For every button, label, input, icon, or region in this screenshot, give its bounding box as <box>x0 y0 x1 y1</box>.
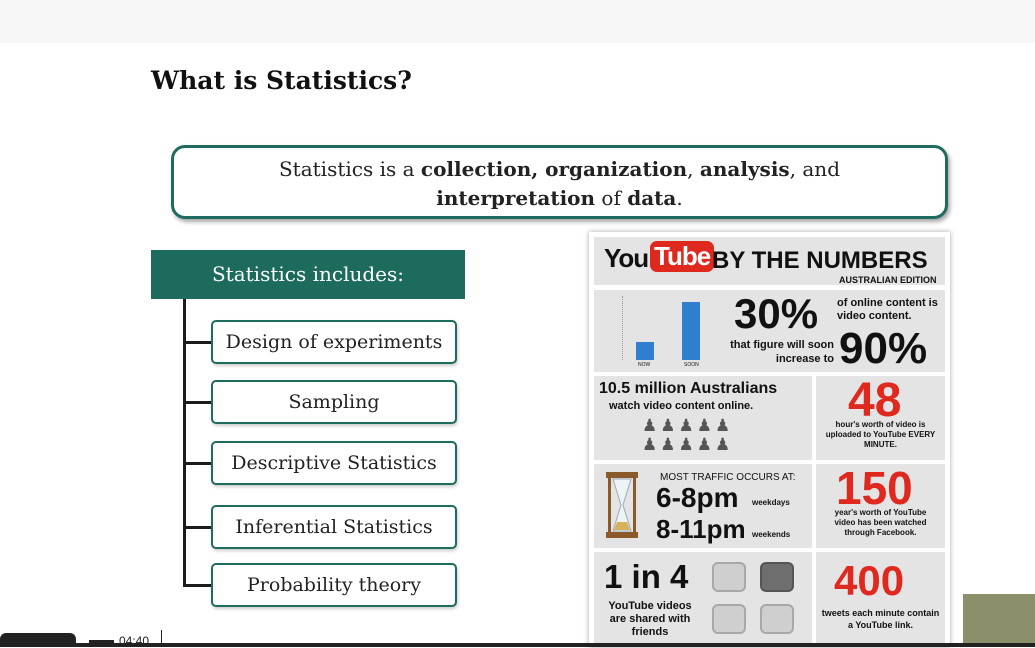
stat-400: 400 <box>834 557 905 604</box>
stat-48: 48 <box>848 374 902 427</box>
stat-increase-text: that figure will soon increase to <box>730 339 834 365</box>
slide-title: What is Statistics? <box>151 66 412 95</box>
video-timecode: 04:40 <box>119 634 150 648</box>
definition-bold: interpretation <box>436 186 596 210</box>
webcam-thumbnail[interactable] <box>963 594 1035 644</box>
stat-400-text: tweets each minute contain a YouTube lin… <box>821 608 940 630</box>
bar-soon <box>682 302 700 360</box>
infographic-headline: BY THE NUMBERS <box>712 247 928 274</box>
list-item: Design of experiments <box>211 320 457 364</box>
stat-shared-text: YouTube videos are shared with friends <box>608 600 692 638</box>
infographic-edition: AUSTRALIAN EDITION <box>839 275 937 285</box>
tree-branch <box>183 526 213 529</box>
includes-heading: Statistics includes: <box>151 250 465 299</box>
stat-panel-australians: 10.5 million Australians watch video con… <box>594 376 812 460</box>
youtube-logo-you: You <box>604 243 649 273</box>
chart-axis <box>622 296 624 360</box>
stat-panel-150-years: 150 year's worth of YouTube video has be… <box>816 462 945 548</box>
infographic-header: You Tube BY THE NUMBERS AUSTRALIAN EDITI… <box>594 237 945 285</box>
traffic-label-weekdays: weekdays <box>752 498 790 507</box>
definition-text: Statistics is a <box>278 157 421 181</box>
tv-icon <box>760 604 794 634</box>
stat-panel-shared: 1 in 4 YouTube videos are shared with fr… <box>594 552 812 647</box>
definition-text: . <box>676 186 683 210</box>
list-item: Sampling <box>211 380 457 424</box>
progress-marker <box>89 640 114 643</box>
definition-bold: collection, organization <box>420 157 688 181</box>
tree-connector <box>183 299 186 586</box>
stat-30-percent: 30% <box>734 290 819 337</box>
list-item: Inferential Statistics <box>211 505 457 549</box>
people-icon: ♟♟♟♟♟ ♟♟♟♟♟ <box>642 416 734 454</box>
definition-bold: data <box>627 186 677 210</box>
tv-icon <box>712 562 746 592</box>
hourglass-icon <box>606 472 638 538</box>
definition-text: , <box>687 157 700 181</box>
tv-icon <box>760 562 794 592</box>
bar-label: SOON <box>684 362 699 368</box>
traffic-label-weekends: weekends <box>752 530 791 539</box>
traffic-time-weekdays: 6-8pm <box>656 482 739 513</box>
tree-branch <box>183 584 213 587</box>
definition-text: , and <box>789 157 840 181</box>
tv-icon <box>712 604 746 634</box>
bar-now <box>636 342 654 360</box>
stat-30-text: of online content is video content. <box>837 297 938 322</box>
tree-branch <box>183 462 213 465</box>
tree-branch <box>183 341 213 344</box>
stat-panel-48-hours: 48 hour's worth of video is uploaded to … <box>816 374 945 460</box>
traffic-time-weekends: 8-11pm <box>656 514 746 544</box>
progress-tick <box>161 630 162 644</box>
tree-branch <box>183 401 213 404</box>
list-item: Descriptive Statistics <box>211 441 457 485</box>
list-item: Probability theory <box>211 563 457 607</box>
stat-90-percent: 90% <box>839 324 928 373</box>
stat-150: 150 <box>836 462 913 514</box>
definition-box: Statistics is a collection, organization… <box>171 145 948 219</box>
stat-panel-video-content: NOW SOON 30% of online content is video … <box>594 290 945 373</box>
stat-1-in-4: 1 in 4 <box>604 558 689 595</box>
stat-australians-text: watch video content online. <box>609 400 754 412</box>
browser-top-bar <box>0 0 1035 43</box>
stat-48-text: hour's worth of video is uploaded to You… <box>825 420 936 449</box>
stat-panel-400-tweets: 400 tweets each minute contain a YouTube… <box>816 552 945 647</box>
traffic-heading: MOST TRAFFIC OCCURS AT: <box>660 472 796 483</box>
definition-text: of <box>595 186 628 210</box>
youtube-infographic: You Tube BY THE NUMBERS AUSTRALIAN EDITI… <box>589 232 950 647</box>
player-control-handle[interactable] <box>0 633 76 647</box>
stat-150-text: year's worth of YouTube video has been w… <box>834 508 927 537</box>
definition-bold: analysis <box>699 157 790 181</box>
youtube-logo-tube: Tube <box>650 241 715 272</box>
video-progress-bar[interactable] <box>0 643 1035 647</box>
bar-label: NOW <box>638 362 651 368</box>
stat-australians-title: 10.5 million Australians <box>599 380 778 397</box>
stat-panel-traffic: MOST TRAFFIC OCCURS AT: 6-8pm weekdays 8… <box>594 464 812 548</box>
